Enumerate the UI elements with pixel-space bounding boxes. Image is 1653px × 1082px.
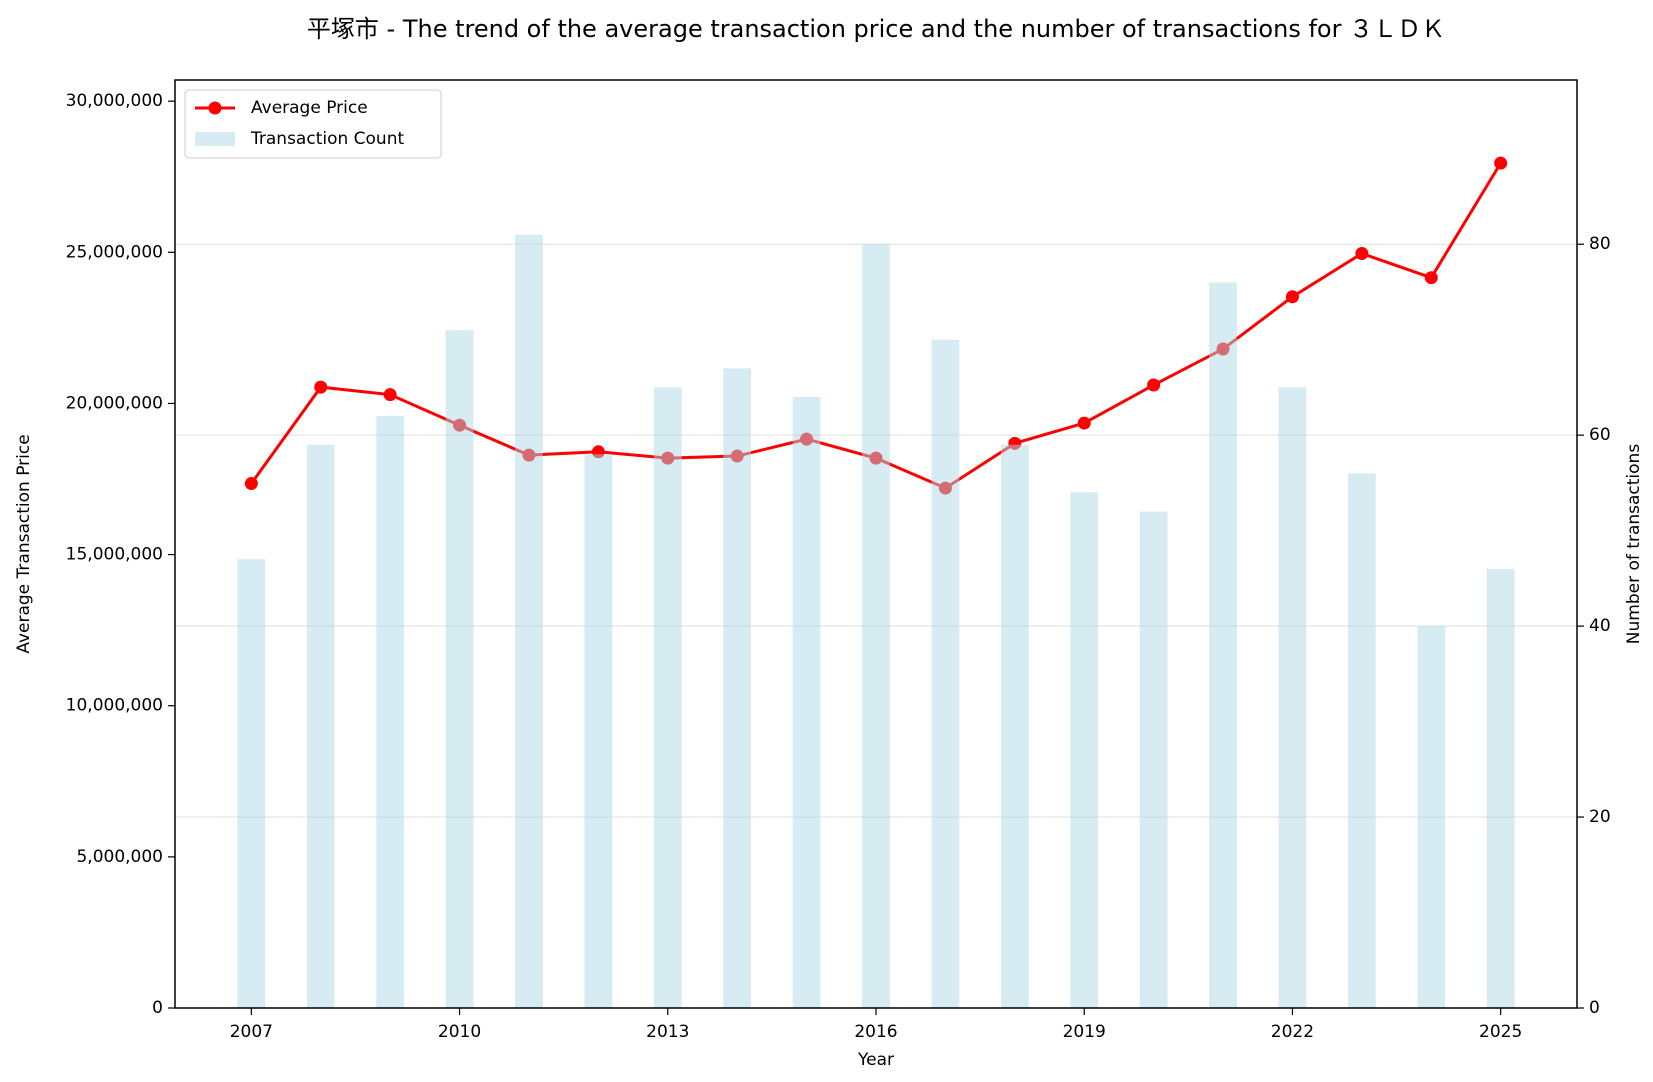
price-point [1424,271,1438,285]
price-point [314,380,328,394]
x-tick-label: 2013 [646,1022,689,1042]
count-bar [792,396,821,1008]
legend-label: Average Price [251,98,368,118]
price-point [1285,290,1299,304]
x-tick-label: 2016 [854,1022,897,1042]
chart-title: 平塚市 - The trend of the average transacti… [307,15,1445,43]
y-tick-label: 25,000,000 [66,242,163,262]
count-bar [1139,511,1168,1008]
price-point [1494,156,1508,170]
count-bar [1278,387,1307,1009]
legend-marker [208,101,222,115]
count-bar [237,559,266,1008]
x-tick-label: 2019 [1063,1022,1106,1042]
count-bar [1417,626,1446,1008]
count-bar [515,234,543,1008]
legend: Average Price Transaction Count [184,89,442,159]
y-tick-label: 30,000,000 [66,91,163,111]
y-tick-label: 15,000,000 [66,545,163,565]
count-bar [1070,492,1099,1008]
count-bar [376,416,405,1008]
y-tick-label: 5,000,000 [76,847,163,867]
price-point [1147,378,1161,392]
y-tick-label: 0 [152,998,163,1018]
price-point [1077,416,1091,430]
count-bar [723,368,752,1008]
y-axis-label: Average Transaction Price [14,434,34,653]
count-bar [653,387,682,1009]
count-bar [584,454,613,1009]
count-bar [1347,473,1376,1008]
count-bar [931,339,960,1008]
price-point [1355,247,1369,261]
y2-tick-label: 40 [1589,616,1611,636]
x-tick-label: 2010 [438,1022,481,1042]
count-bar [862,244,890,1008]
y2-tick-label: 60 [1589,425,1611,445]
x-tick-label: 2022 [1271,1022,1314,1042]
price-point [244,477,258,491]
count-bar [1000,444,1029,1008]
legend-label: Transaction Count [250,129,404,149]
y-tick-label: 20,000,000 [66,393,163,413]
count-bar [1486,568,1515,1008]
x-tick-label: 2025 [1479,1022,1522,1042]
y2-axis-label: Number of transactions [1624,444,1644,645]
x-axis-label: Year [857,1050,894,1070]
count-bar [1209,282,1237,1008]
legend-box [184,89,442,159]
x-tick-label: 2007 [230,1022,273,1042]
legend-swatch [195,132,235,146]
count-bar [445,330,474,1009]
count-bar [306,444,335,1008]
y2-tick-label: 0 [1589,998,1600,1018]
y2-tick-label: 20 [1589,807,1611,827]
price-point [383,388,397,402]
plot-frame [174,79,1578,1009]
y2-tick-label: 80 [1589,234,1611,254]
y-tick-label: 10,000,000 [66,696,163,716]
